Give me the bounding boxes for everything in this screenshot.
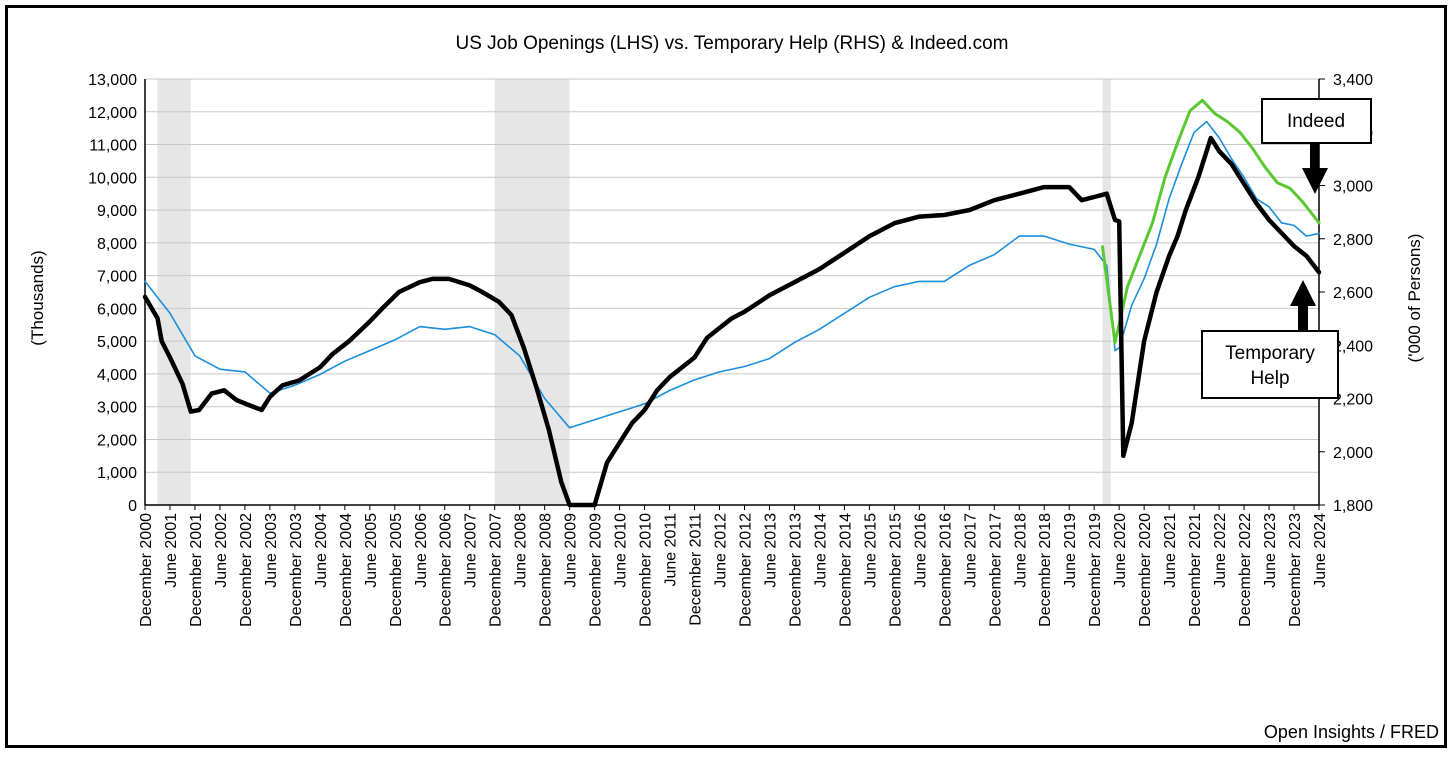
x-tick-label: June 2024 xyxy=(1312,513,1329,588)
left-tick-label: 1,000 xyxy=(97,465,137,482)
x-tick-label: June 2003 xyxy=(263,513,280,588)
x-tick-label: June 2019 xyxy=(1062,513,1079,588)
x-tick-label: December 2015 xyxy=(887,513,904,627)
indeed-line xyxy=(1101,98,1321,345)
x-tick-label: June 2005 xyxy=(363,513,380,588)
right-tick-label: 2,400 xyxy=(1333,338,1373,355)
right-axis-title: ('000 of Persons) xyxy=(1405,234,1424,363)
x-tick-label: June 2009 xyxy=(563,513,580,588)
x-tick-label: June 2020 xyxy=(1112,513,1129,588)
dual-axis-line-chart: 0 1,000 2,000 3,000 4,000 5,000 6,000 7,000 8,00… xyxy=(28,33,1439,742)
x-tick-label: June 2008 xyxy=(513,513,530,588)
x-tick-label: June 2012 xyxy=(713,513,730,588)
recession-band-0 xyxy=(157,79,191,505)
left-tick-label: 5,000 xyxy=(97,334,137,351)
x-tick-label: June 2006 xyxy=(413,513,430,588)
x-tick-label: December 2019 xyxy=(1087,513,1104,627)
recession-band-2 xyxy=(1102,79,1111,505)
x-tick-label: December 2000 xyxy=(138,513,155,627)
x-tick-label: December 2011 xyxy=(688,513,705,626)
right-tick-label: 3,400 xyxy=(1333,72,1373,89)
x-tick-label: June 2002 xyxy=(213,513,230,588)
temporary-help-label-line1: Temporary xyxy=(1225,343,1315,364)
x-tick-label: December 2013 xyxy=(787,513,804,627)
series-lines xyxy=(142,98,1322,508)
indeed-arrow xyxy=(1302,168,1328,194)
left-tick-label: 12,000 xyxy=(88,105,137,122)
x-tick-label: June 2016 xyxy=(912,513,929,588)
recession-band-1 xyxy=(494,79,570,505)
indeed-callout: Indeed xyxy=(1261,98,1372,194)
left-tick-label: 10,000 xyxy=(88,170,137,187)
x-tick-label: December 2017 xyxy=(987,513,1004,627)
x-tick-label: December 2014 xyxy=(837,513,854,627)
x-tick-label: December 2023 xyxy=(1287,513,1304,627)
left-tick-label: 8,000 xyxy=(97,236,137,253)
temporary-help-arrow xyxy=(1290,280,1316,306)
left-axis-title: (Thousands) xyxy=(28,250,47,345)
source-note: Open Insights / FRED xyxy=(1264,722,1439,742)
left-tick-label: 6,000 xyxy=(97,301,137,318)
left-tick-label: 3,000 xyxy=(97,400,137,417)
x-tick-label: June 2022 xyxy=(1212,513,1229,588)
right-tick-label: 2,200 xyxy=(1333,392,1373,409)
x-tick-label: June 2001 xyxy=(163,513,180,588)
x-tick-label: June 2004 xyxy=(313,513,330,588)
right-tick-label: 2,000 xyxy=(1333,445,1373,462)
x-tick-label: June 2011 xyxy=(663,513,680,587)
gridlines xyxy=(145,78,1319,473)
x-tick-label: December 2007 xyxy=(488,513,505,627)
x-tick-label: December 2009 xyxy=(588,513,605,627)
x-tick-label: December 2004 xyxy=(338,513,355,627)
chart-title: US Job Openings (LHS) vs. Temporary Help… xyxy=(456,33,1009,54)
annotations: Indeed Temporary Help xyxy=(1201,98,1372,399)
x-tick-label: June 2010 xyxy=(613,513,630,588)
left-tick-label: 11,000 xyxy=(89,138,137,155)
left-tick-label: 13,000 xyxy=(88,72,137,89)
right-tick-label: 2,800 xyxy=(1333,232,1373,249)
axes: 0 1,000 2,000 3,000 4,000 5,000 6,000 7,000 8,00… xyxy=(88,72,1373,627)
x-tick-label: December 2002 xyxy=(238,513,255,627)
x-tick-label: June 2015 xyxy=(862,513,879,588)
job-openings-line xyxy=(142,135,1322,508)
right-tick-label: 1,800 xyxy=(1333,498,1373,515)
x-tick-label: June 2018 xyxy=(1012,513,1029,588)
x-tick-label: December 2012 xyxy=(737,513,754,627)
x-tick-label: June 2013 xyxy=(762,513,779,588)
left-tick-label: 2,000 xyxy=(97,432,137,449)
x-tick-label: December 2021 xyxy=(1187,513,1204,627)
chart-frame: 0 1,000 2,000 3,000 4,000 5,000 6,000 7,000 8,00… xyxy=(5,5,1447,748)
x-tick-label: December 2006 xyxy=(438,513,455,627)
left-tick-label: 0 xyxy=(128,498,137,515)
x-tick-label: December 2001 xyxy=(188,513,205,627)
x-tick-label: June 2014 xyxy=(812,513,829,588)
temporary-help-callout: Temporary Help xyxy=(1201,280,1339,399)
x-tick-label: June 2017 xyxy=(962,513,979,588)
x-tick-label: December 2020 xyxy=(1137,513,1154,627)
temporary-help-label-line2: Help xyxy=(1250,368,1289,389)
x-tick-label: June 2021 xyxy=(1162,513,1179,588)
right-tick-label: 3,000 xyxy=(1333,179,1373,196)
x-tick-label: December 2003 xyxy=(288,513,305,627)
recession-shading xyxy=(157,79,1111,505)
left-tick-label: 7,000 xyxy=(97,269,137,286)
x-tick-label: December 2010 xyxy=(638,513,655,627)
left-tick-label: 4,000 xyxy=(97,367,137,384)
temporary-help-line xyxy=(144,120,1320,429)
x-tick-label: December 2008 xyxy=(538,513,555,627)
x-tick-label: December 2016 xyxy=(937,513,954,627)
right-tick-label: 2,600 xyxy=(1333,285,1373,302)
x-tick-label: June 2023 xyxy=(1262,513,1279,588)
indeed-callout-label: Indeed xyxy=(1287,111,1345,132)
x-tick-label: December 2022 xyxy=(1237,513,1254,627)
x-tick-label: December 2005 xyxy=(388,513,405,627)
x-tick-label: December 2018 xyxy=(1037,513,1054,627)
x-tick-label: June 2007 xyxy=(463,513,480,588)
left-tick-label: 9,000 xyxy=(97,203,137,220)
